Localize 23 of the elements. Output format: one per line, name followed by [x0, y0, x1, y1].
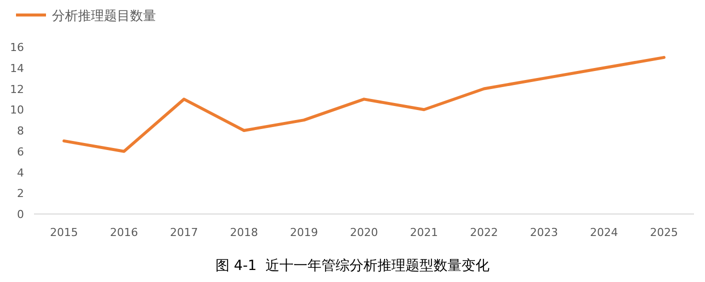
x-tick-label: 2015 — [50, 226, 78, 239]
x-tick-label: 2023 — [530, 226, 558, 239]
line-series — [62, 56, 666, 153]
y-tick-label: 10 — [10, 104, 24, 117]
x-tick-label: 2019 — [290, 226, 318, 239]
y-tick-label: 4 — [17, 166, 24, 180]
y-tick-label: 16 — [10, 41, 24, 54]
x-tick-label: 2024 — [590, 226, 618, 239]
y-tick-label: 6 — [17, 145, 24, 158]
legend-label: 分析推理题目数量 — [52, 9, 156, 24]
x-tick-label: 2017 — [170, 226, 198, 239]
x-tick-label: 2016 — [110, 226, 138, 239]
y-tick-label: 0 — [17, 208, 24, 221]
x-tick-label: 2021 — [410, 226, 438, 239]
y-tick-label: 2 — [17, 187, 24, 200]
x-tick-label: 2022 — [470, 226, 498, 239]
x-tick-label: 2025 — [650, 226, 678, 239]
y-tick-label: 14 — [10, 62, 24, 75]
y-tick-label: 8 — [17, 124, 24, 138]
caption: 图 4-1 近十一年管综分析推理题型数量变化 — [215, 258, 490, 274]
x-tick-label: 2018 — [230, 226, 258, 239]
y-tick-label: 12 — [10, 82, 24, 96]
x-tick-label: 2020 — [350, 226, 378, 239]
